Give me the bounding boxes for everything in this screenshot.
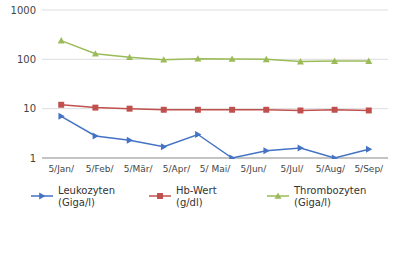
point <box>161 107 167 113</box>
legend-marker <box>157 193 163 199</box>
point <box>58 37 65 43</box>
legend-entry: Hb-Wert(g/dl) <box>149 185 217 208</box>
point <box>263 107 269 113</box>
point <box>366 107 372 113</box>
legend-entry: Thrombozyten(Giga/l) <box>267 185 366 208</box>
point <box>92 50 99 56</box>
x-tick-label: 5/Sep/ <box>354 164 384 174</box>
point <box>127 137 133 144</box>
point <box>93 132 99 139</box>
series-line <box>61 105 369 111</box>
point <box>366 146 372 153</box>
legend: Leukozyten(Giga/l)Hb-Wert(g/dl)Thrombozy… <box>31 185 366 208</box>
point <box>229 107 235 113</box>
point <box>263 56 270 62</box>
x-tick-labels: 5/Jan/5/Feb/5/Mär/5/Apr/5/ Mai/5/Jun/5/J… <box>48 164 384 174</box>
x-tick-label: 5/Mär/ <box>124 164 154 174</box>
x-tick-label: 5/Jan/ <box>48 164 75 174</box>
legend-label-line: Hb-Wert <box>176 185 217 196</box>
y-tick-label: 10 <box>23 103 36 114</box>
series-line <box>61 116 369 158</box>
point <box>194 55 201 61</box>
grid-line <box>42 10 388 11</box>
legend-marker <box>39 193 45 200</box>
legend-label: Hb-Wert(g/dl) <box>176 185 217 208</box>
y-tick-label: 1 <box>30 153 36 164</box>
point <box>298 144 304 151</box>
point <box>127 106 133 112</box>
x-tick-label: 5/Jul/ <box>281 164 305 174</box>
y-tick-label: 1000 <box>11 5 36 16</box>
point <box>92 105 98 111</box>
legend-label-line: Leukozyten <box>58 185 115 196</box>
series <box>58 37 373 64</box>
point <box>263 147 269 154</box>
legend-label-line: Thrombozyten <box>293 185 366 196</box>
x-tick-label: 5/Aug/ <box>316 164 346 174</box>
point <box>160 56 167 62</box>
point <box>58 113 64 120</box>
legend-label: Leukozyten(Giga/l) <box>58 185 115 208</box>
series-line <box>61 41 369 62</box>
point <box>331 58 338 64</box>
legend-label: Thrombozyten(Giga/l) <box>293 185 366 208</box>
plot-area <box>58 37 373 159</box>
point <box>229 55 236 61</box>
legend-label-line: (g/dl) <box>176 197 203 208</box>
series <box>58 113 372 159</box>
point <box>58 102 64 108</box>
x-tick-label: 5/Jun/ <box>241 164 268 174</box>
chart: 1 10 100 1000 5/Jan/5/Feb/5/Mär/5/Apr/5/ Mai… <box>0 0 400 254</box>
y-tick-labels: 1 10 100 1000 <box>11 5 36 164</box>
legend-marker <box>275 193 282 199</box>
point <box>332 155 338 160</box>
legend-label-line: (Giga/l) <box>294 197 331 208</box>
point <box>297 58 304 64</box>
x-tick-label: 5/ Mai/ <box>200 164 231 174</box>
point <box>332 107 338 113</box>
legend-entry: Leukozyten(Giga/l) <box>31 185 115 208</box>
point <box>365 58 372 64</box>
legend-label-line: (Giga/l) <box>58 197 95 208</box>
x-tick-label: 5/Feb/ <box>86 164 115 174</box>
point <box>161 143 167 150</box>
series <box>58 102 372 114</box>
point <box>297 107 303 113</box>
y-tick-label: 100 <box>17 54 36 65</box>
point <box>126 54 133 60</box>
y-grid <box>42 10 388 158</box>
point <box>229 155 235 160</box>
x-tick-label: 5/Apr/ <box>163 164 191 174</box>
point <box>195 107 201 113</box>
point <box>195 131 201 138</box>
